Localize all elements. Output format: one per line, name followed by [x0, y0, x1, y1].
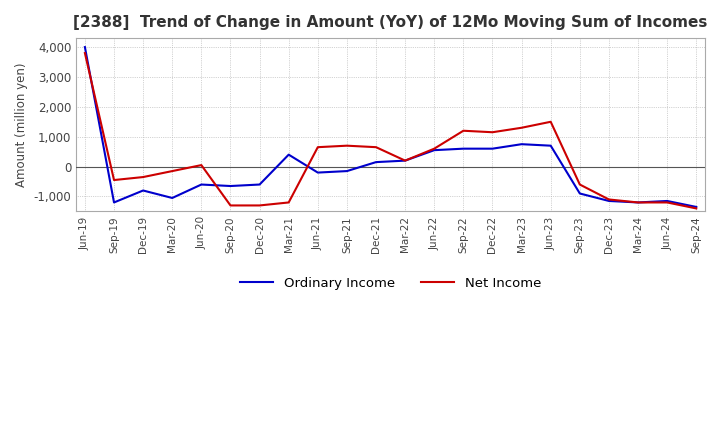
Legend: Ordinary Income, Net Income: Ordinary Income, Net Income [235, 271, 546, 295]
Ordinary Income [488, 146, 497, 151]
Ordinary Income [226, 183, 235, 189]
Net Income [256, 203, 264, 208]
Ordinary Income [634, 200, 642, 205]
Net Income [692, 206, 701, 211]
Net Income [168, 169, 176, 174]
Ordinary Income [139, 188, 148, 193]
Line: Net Income: Net Income [85, 53, 696, 209]
Y-axis label: Amount (million yen): Amount (million yen) [15, 62, 28, 187]
Ordinary Income [401, 158, 410, 163]
Ordinary Income [256, 182, 264, 187]
Net Income [81, 51, 89, 56]
Net Income [313, 144, 322, 150]
Ordinary Income [109, 200, 118, 205]
Net Income [663, 200, 672, 205]
Ordinary Income [575, 191, 584, 196]
Net Income [109, 177, 118, 183]
Net Income [575, 182, 584, 187]
Net Income [343, 143, 351, 148]
Ordinary Income [284, 152, 293, 157]
Ordinary Income [663, 198, 672, 204]
Net Income [284, 200, 293, 205]
Net Income [197, 162, 206, 168]
Ordinary Income [343, 169, 351, 174]
Net Income [605, 197, 613, 202]
Net Income [401, 158, 410, 163]
Ordinary Income [168, 195, 176, 201]
Ordinary Income [197, 182, 206, 187]
Net Income [430, 146, 438, 151]
Ordinary Income [313, 170, 322, 175]
Net Income [488, 130, 497, 135]
Ordinary Income [692, 204, 701, 209]
Net Income [226, 203, 235, 208]
Ordinary Income [546, 143, 555, 148]
Net Income [634, 200, 642, 205]
Net Income [517, 125, 526, 130]
Ordinary Income [81, 44, 89, 50]
Ordinary Income [430, 147, 438, 153]
Net Income [139, 174, 148, 180]
Line: Ordinary Income: Ordinary Income [85, 47, 696, 207]
Net Income [546, 119, 555, 125]
Ordinary Income [372, 159, 380, 165]
Title: [2388]  Trend of Change in Amount (YoY) of 12Mo Moving Sum of Incomes: [2388] Trend of Change in Amount (YoY) o… [73, 15, 708, 30]
Net Income [372, 144, 380, 150]
Net Income [459, 128, 468, 133]
Ordinary Income [459, 146, 468, 151]
Ordinary Income [605, 198, 613, 204]
Ordinary Income [517, 142, 526, 147]
